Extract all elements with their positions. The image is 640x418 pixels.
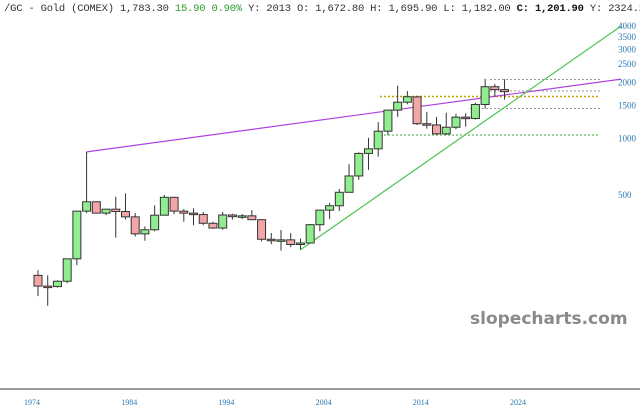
candle[interactable] bbox=[373, 122, 383, 157]
candle[interactable] bbox=[72, 210, 82, 266]
candle[interactable] bbox=[227, 213, 237, 220]
purple-trendline[interactable] bbox=[86, 78, 622, 153]
y-tick-label: 2000 bbox=[618, 77, 637, 87]
candle[interactable] bbox=[237, 213, 247, 220]
candle[interactable] bbox=[198, 212, 208, 226]
candle[interactable] bbox=[130, 213, 140, 237]
close-label: C: bbox=[516, 3, 529, 15]
candle[interactable] bbox=[441, 112, 451, 136]
candle[interactable] bbox=[159, 195, 169, 216]
candle[interactable] bbox=[82, 151, 92, 214]
y-tick-label: 500 bbox=[618, 190, 632, 200]
x-tick-label: 1974 bbox=[24, 398, 40, 407]
crosshair-label: Y: bbox=[589, 3, 603, 15]
candle[interactable] bbox=[218, 211, 228, 230]
candle[interactable] bbox=[247, 210, 257, 221]
candle[interactable] bbox=[412, 95, 422, 126]
x-axis: 1974 1984 1994 2004 2014 2024 bbox=[24, 398, 526, 407]
candle[interactable] bbox=[334, 189, 344, 211]
candle[interactable] bbox=[120, 193, 130, 220]
candle[interactable] bbox=[480, 78, 490, 109]
candle[interactable] bbox=[101, 208, 111, 216]
candle[interactable] bbox=[451, 113, 461, 130]
y-tick-label: 2500 bbox=[618, 59, 637, 69]
y-tick-label: 1000 bbox=[618, 134, 637, 144]
candle[interactable] bbox=[354, 152, 364, 180]
candle[interactable] bbox=[140, 226, 150, 241]
low-value: L: 1,182.00 bbox=[443, 3, 511, 15]
last-price: 1,783.30 bbox=[119, 3, 169, 15]
candles bbox=[33, 78, 510, 306]
candle[interactable] bbox=[383, 109, 393, 136]
crosshair-value: 2324.25 bbox=[608, 3, 640, 15]
candle[interactable] bbox=[470, 102, 480, 120]
candle[interactable] bbox=[52, 280, 62, 288]
candle[interactable] bbox=[432, 116, 442, 136]
price-change: 15.90 bbox=[174, 3, 206, 15]
y-tick-label: 3000 bbox=[618, 44, 637, 54]
candle[interactable] bbox=[325, 202, 335, 220]
candle[interactable] bbox=[490, 83, 500, 97]
candle[interactable] bbox=[62, 258, 72, 284]
trendlines bbox=[86, 25, 622, 251]
candle[interactable] bbox=[315, 209, 325, 232]
candle[interactable] bbox=[305, 223, 315, 244]
candle[interactable] bbox=[363, 137, 373, 170]
candle[interactable] bbox=[295, 238, 305, 250]
watermark: slopecharts.com bbox=[470, 309, 628, 329]
candle[interactable] bbox=[189, 208, 199, 226]
chart-header: /GC - Gold (COMEX) 1,783.30 15.90 0.90% … bbox=[4, 3, 640, 15]
candle[interactable] bbox=[208, 221, 218, 229]
candle[interactable] bbox=[257, 219, 267, 242]
y-tick-label: 3500 bbox=[618, 32, 637, 42]
candle[interactable] bbox=[422, 111, 432, 129]
candle[interactable] bbox=[33, 270, 43, 297]
candle[interactable] bbox=[111, 196, 121, 238]
candle[interactable] bbox=[276, 230, 286, 251]
candle[interactable] bbox=[150, 205, 160, 232]
candle[interactable] bbox=[402, 91, 412, 105]
candle[interactable] bbox=[500, 79, 510, 100]
x-tick-label: 2014 bbox=[413, 398, 429, 407]
candle[interactable] bbox=[393, 85, 403, 117]
x-tick-label: 1994 bbox=[218, 398, 234, 407]
candle[interactable] bbox=[344, 164, 354, 193]
x-tick-label: 1984 bbox=[121, 398, 137, 407]
x-tick-label: 2024 bbox=[510, 398, 526, 407]
candle[interactable] bbox=[286, 233, 296, 248]
open-value: O: 1,672.80 bbox=[296, 3, 365, 15]
candle[interactable] bbox=[266, 233, 276, 245]
y-tick-label: 1500 bbox=[618, 101, 637, 111]
period-label: Y: 2013 bbox=[248, 3, 291, 15]
candle[interactable] bbox=[179, 209, 189, 222]
close-value: 1,201.90 bbox=[534, 3, 584, 15]
x-tick-label: 2004 bbox=[316, 398, 332, 407]
candle[interactable] bbox=[461, 113, 471, 127]
symbol-label: /GC - Gold (COMEX) bbox=[4, 3, 114, 15]
green-trendline[interactable] bbox=[300, 25, 622, 251]
candle[interactable] bbox=[43, 275, 53, 306]
candle[interactable] bbox=[91, 201, 101, 214]
candle[interactable] bbox=[169, 196, 179, 215]
price-change-pct: 0.90% bbox=[211, 3, 242, 15]
high-value: H: 1,695.90 bbox=[370, 3, 438, 15]
y-tick-label: 4000 bbox=[618, 21, 637, 31]
